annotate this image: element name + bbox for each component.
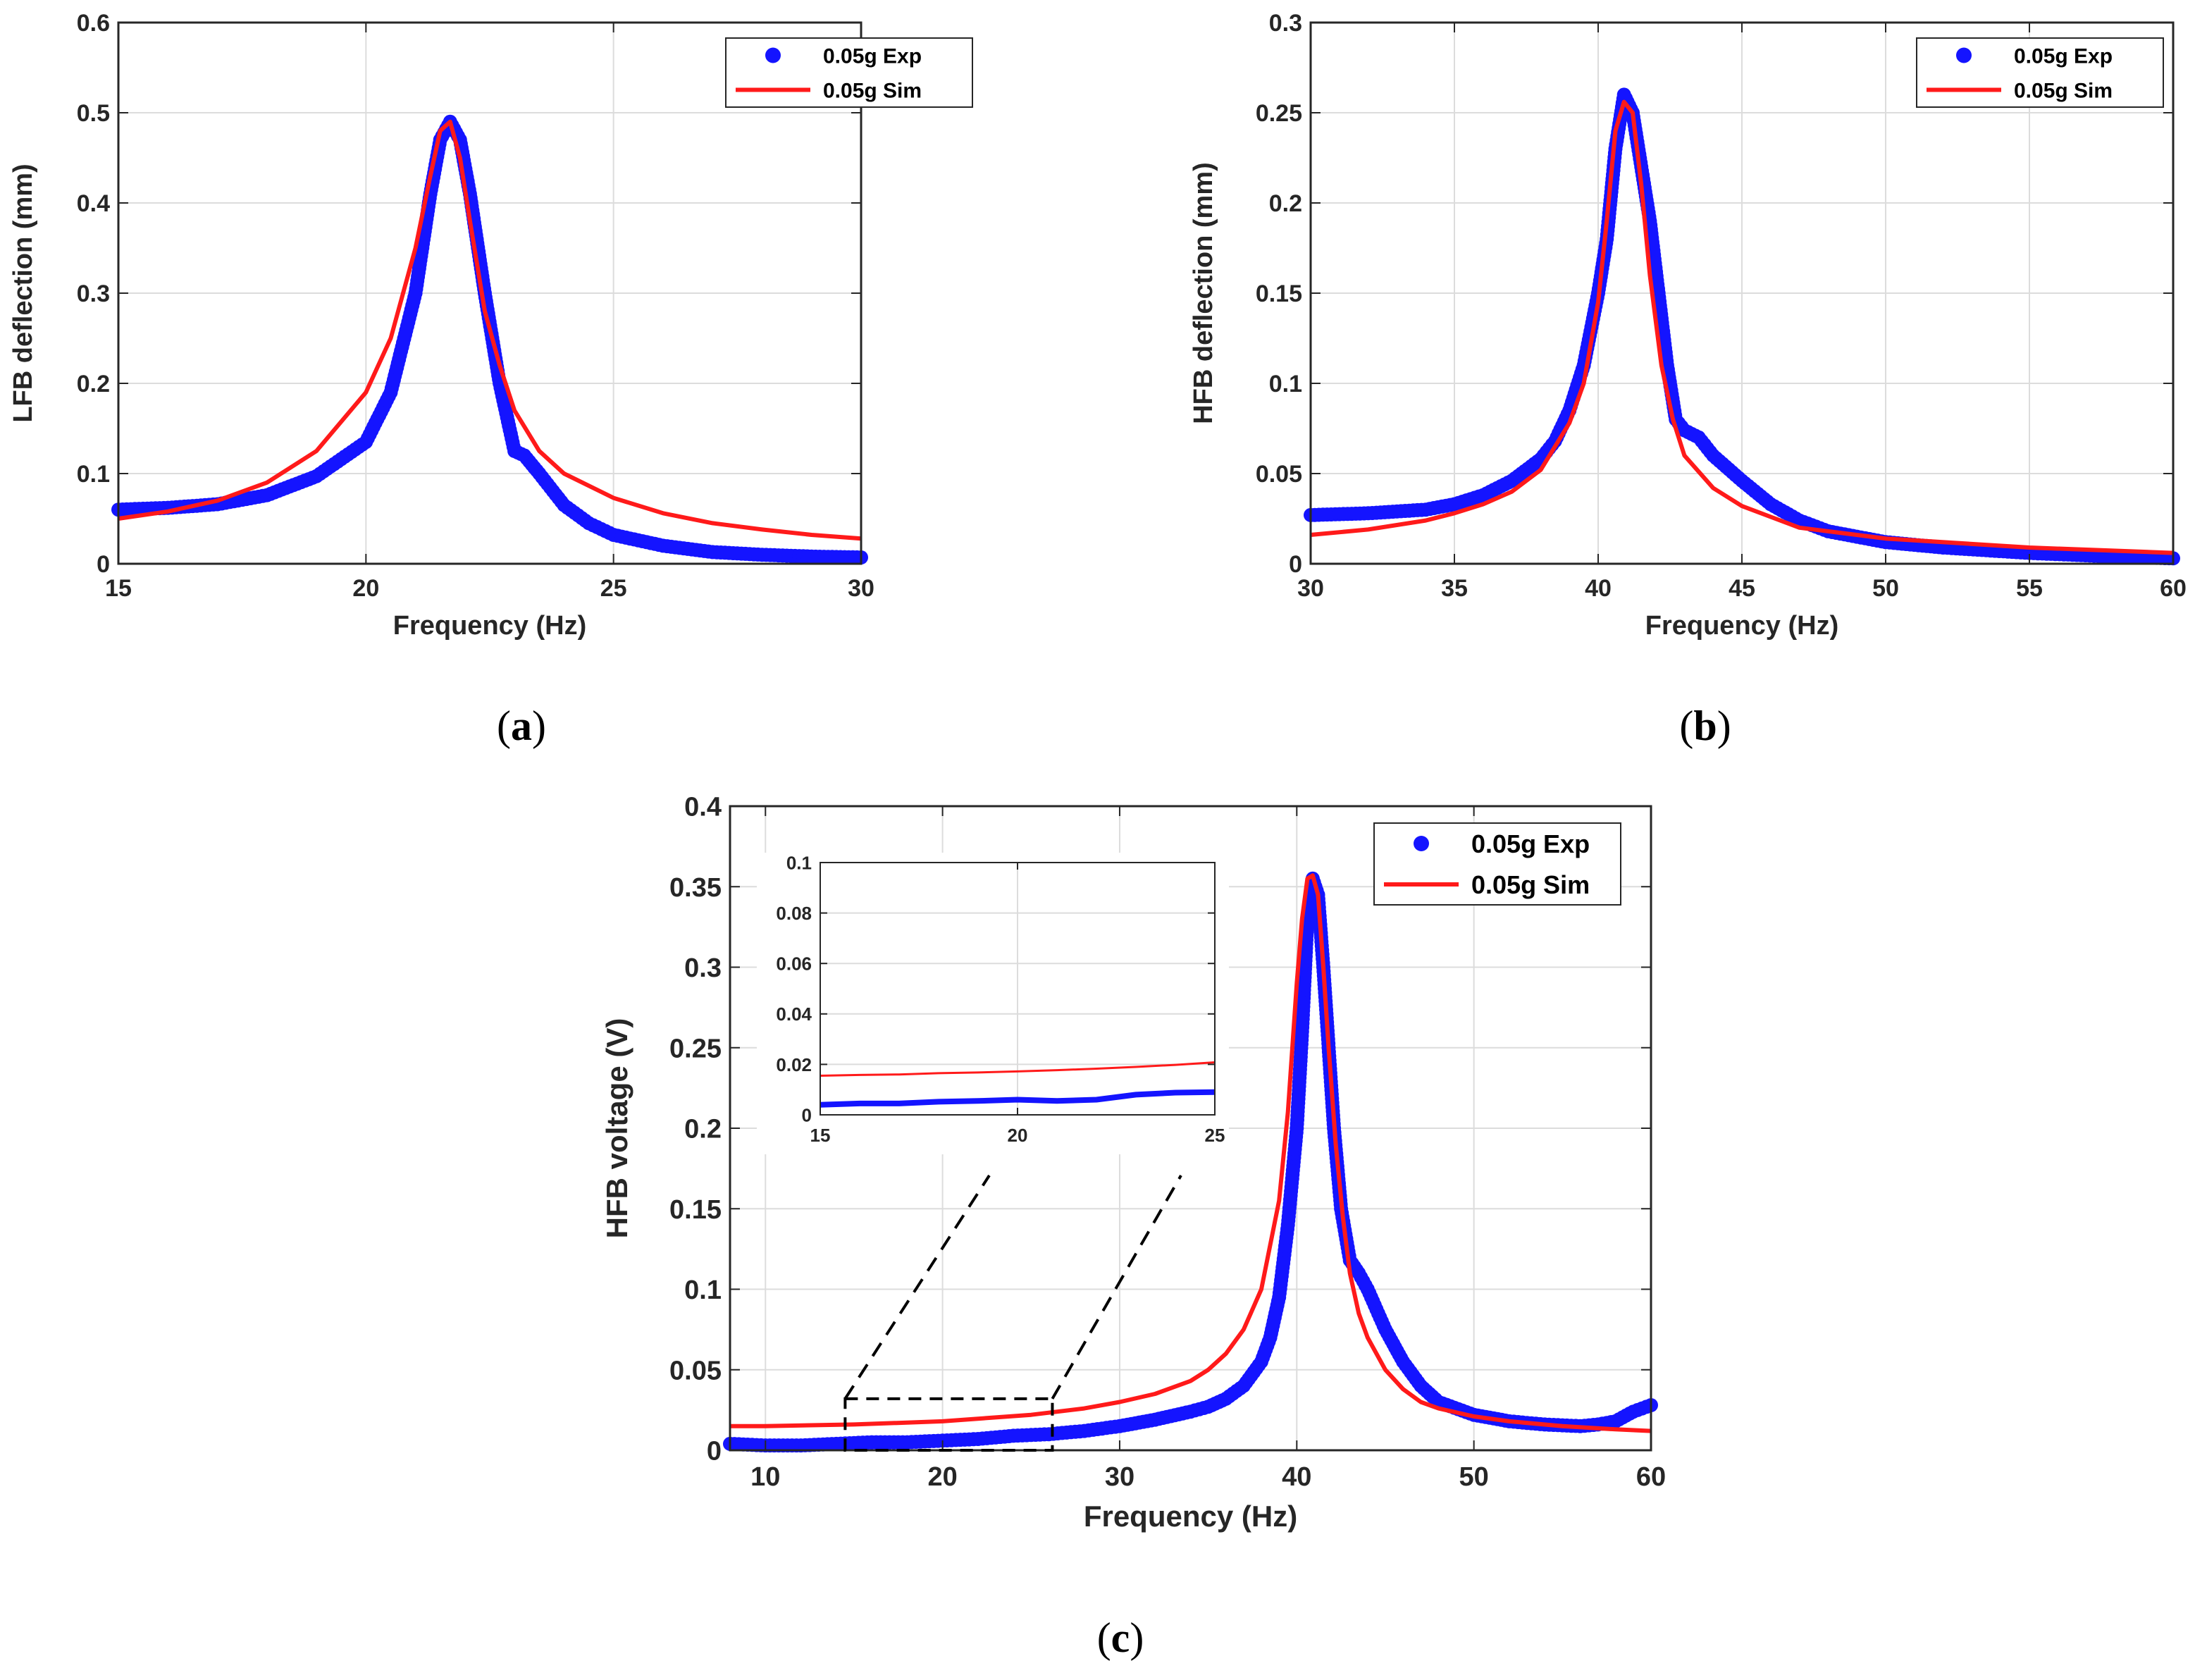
x-tick-label: 30 [1297,575,1324,602]
caption-letter: b [1693,703,1717,749]
x-tick-label: 20 [1008,1125,1028,1146]
series-exp [111,114,868,564]
y-tick-label: 0.25 [1256,100,1302,127]
caption-a: (a) [497,703,546,749]
legend-marker-exp [1414,836,1429,851]
series-sim [730,873,1652,1433]
captions: (a) (b) (c) [497,703,1731,1661]
panel-c-inset: 15 20 25 0 0.02 0.04 0.06 0.08 0.1 [757,852,1229,1154]
exp-line [820,1089,1216,1108]
y-axis-label: LFB deflection (mm) [8,163,38,422]
x-tick-label: 35 [1441,575,1468,602]
series-sim [118,119,862,541]
series-sim [820,1061,1216,1077]
legend-label: 0.05g Exp [2014,44,2113,68]
legend-label: 0.05g Sim [1471,870,1590,899]
zoom-connector-right [1051,1175,1182,1400]
x-axis-label: Frequency (Hz) [1645,611,1838,641]
panel-a: 15 20 25 30 0 0.1 0.2 0.3 0.4 0.5 0.6 Frequency (Hz… [8,10,973,641]
legend-label: 0.05g Sim [823,79,922,102]
y-tick-label: 0 [97,551,110,578]
y-tick-label: 0.1 [1269,371,1302,397]
legend: 0.05g Exp 0.05g Sim [1373,822,1621,906]
y-tick-label: 0.05 [669,1356,722,1385]
y-tick-label: 0.5 [77,100,110,127]
sim-line [1310,99,2174,555]
x-axis-label: Frequency (Hz) [1084,1500,1297,1533]
zoom-connector-left [843,1174,991,1400]
sim-line [730,873,1652,1433]
y-tick-label: 0 [802,1104,812,1125]
panel-b: 30 35 40 45 50 55 60 0 0.05 0.1 0.15 0.2 0.25 0.3 Freq… [1189,10,2187,641]
x-tick-label: 55 [2016,575,2043,602]
y-tick-label: 0.08 [776,903,812,924]
y-axis-label: HFB voltage (V) [600,1018,633,1239]
y-tick-label: 0.3 [77,280,110,307]
caption-b: (b) [1679,703,1731,749]
legend: 0.05g Exp 0.05g Sim [725,37,973,108]
x-tick-label: 40 [1282,1462,1311,1492]
sim-line [820,1061,1216,1077]
series-exp [820,1089,1216,1108]
caption-letter: a [511,703,532,749]
x-tick-label: 30 [1105,1462,1134,1492]
x-tick-label: 20 [927,1462,957,1492]
legend-label: 0.05g Exp [1471,829,1590,858]
sim-line [118,119,862,541]
legend-marker-exp [765,47,781,63]
x-tick-label: 50 [1872,575,1899,602]
y-tick-label: 0.4 [684,793,722,822]
y-tick-label: 0 [1289,551,1302,578]
x-tick-label: 25 [600,575,627,602]
x-tick-label: 45 [1729,575,1755,602]
x-tick-label: 10 [750,1462,780,1492]
y-tick-label: 0.3 [684,953,722,983]
y-tick-label: 0.2 [1269,190,1302,217]
x-axis-label: Frequency (Hz) [393,611,586,641]
y-tick-label: 0.6 [77,10,110,37]
caption-letter: c [1111,1614,1130,1661]
legend: 0.05g Exp 0.05g Sim [1916,37,2164,108]
y-tick-label: 0.1 [684,1276,722,1305]
zoom-box [843,1397,1054,1452]
y-tick-label: 0.3 [1269,10,1302,37]
legend-box [1916,37,2164,108]
x-tick-label: 40 [1585,575,1612,602]
x-tick-label: 20 [352,575,379,602]
x-tick-label: 60 [2160,575,2187,602]
legend-box [1373,822,1621,906]
y-tick-label: 0.15 [1256,280,1302,307]
legend-label: 0.05g Exp [823,44,922,68]
y-tick-label: 0 [707,1437,722,1466]
y-tick-label: 0.1 [786,852,812,873]
y-tick-label: 0.35 [669,873,722,903]
y-tick-label: 0.1 [77,461,110,488]
zoom-connector-lines [843,1174,1182,1452]
x-tick-label: 25 [1205,1125,1225,1146]
series-sim [1310,99,2174,555]
x-tick-label: 30 [848,575,874,602]
y-tick-label: 0.06 [776,953,812,975]
caption-c: (c) [1097,1614,1144,1661]
x-tick-label: 15 [810,1125,831,1146]
legend-marker-exp [1956,47,1972,63]
x-tick-label: 15 [105,575,132,602]
y-tick-label: 0.05 [1256,461,1302,488]
y-tick-label: 0.04 [776,1003,812,1025]
legend-label: 0.05g Sim [2014,79,2113,102]
y-axis-label: HFB deflection (mm) [1189,162,1218,424]
y-tick-label: 0.2 [77,371,110,397]
y-tick-label: 0.2 [684,1115,722,1144]
y-tick-label: 0.02 [776,1054,812,1075]
x-tick-label: 60 [1636,1462,1666,1492]
y-tick-label: 0.15 [669,1195,722,1225]
y-tick-label: 0.4 [77,190,110,217]
y-tick-label: 0.25 [669,1034,722,1063]
x-tick-label: 50 [1459,1462,1489,1492]
legend-box [725,37,973,108]
series-exp [723,871,1658,1453]
